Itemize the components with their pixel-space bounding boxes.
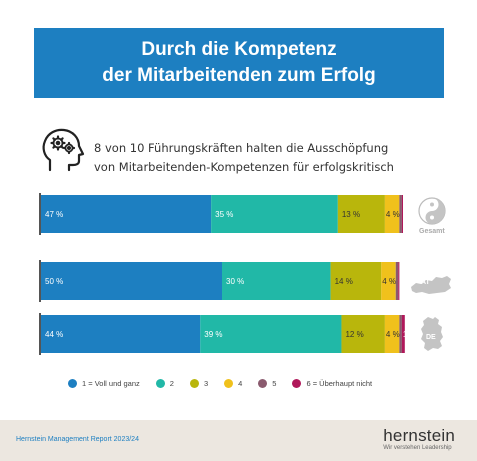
yin-yang-icon	[418, 197, 446, 225]
legend-swatch-2	[155, 378, 165, 388]
brand-tagline: Wir verstehen Leadership	[383, 445, 452, 451]
bar-segment-3-5	[399, 315, 402, 353]
legend-swatch-6	[292, 378, 302, 388]
bar-segment-2-5	[395, 262, 399, 300]
bar-segment-1-5	[399, 195, 402, 233]
bar-segment-3-1	[41, 315, 201, 353]
bar-label-2-2: 30 %	[226, 277, 244, 286]
legend-item-1: 1 = Voll und ganz	[68, 378, 140, 388]
title-banner: Durch die Kompetenz der Mitarbeitenden z…	[34, 28, 444, 98]
bar-segment-3-3	[341, 315, 385, 353]
bar-segment-2-4	[381, 262, 396, 300]
row-axis-tick-3	[39, 313, 41, 355]
footer: Hernstein Management Report 2023/24 hern…	[0, 420, 477, 461]
legend-swatch-5	[258, 378, 268, 388]
legend-item-4: 4	[224, 378, 243, 388]
bar-segment-1-2	[211, 195, 338, 233]
legend-swatch-3	[189, 378, 199, 388]
stacked-bar-chart: 47 % 35 % 13 % 4 %50 % 30 % 14 % 4 %44 % 39 % 12…	[39, 193, 408, 355]
legend-label-2: 2	[169, 378, 174, 388]
legend-item-6: 6 = Überhaupt nicht	[292, 378, 373, 388]
legend-swatch-1	[68, 378, 77, 388]
bar-segment-2-6	[398, 262, 400, 300]
bar-segment-2-3	[330, 262, 382, 300]
headline-line-2: von Mitarbeitenden-Kompetenzen für erfol…	[94, 160, 394, 174]
legend-item-2: 2	[155, 378, 174, 388]
headline-line-1: 8 von 10 Führungskräften halten die Auss…	[94, 141, 389, 155]
bar-segment-3-4	[384, 315, 400, 353]
legend-label-3: 3	[203, 378, 209, 388]
legend: 1 = Voll und ganz 2 3 4 5 6 = Überhaupt …	[68, 376, 388, 390]
brand-name: hernstein	[383, 426, 455, 445]
bar-label-3-2: 39 %	[204, 330, 222, 339]
austria-map-icon	[411, 276, 451, 294]
bar-label-3-3: 12 %	[345, 330, 363, 339]
bar-segment-1-6	[401, 195, 403, 233]
row-axis-tick-1	[39, 193, 41, 235]
title-line-1: Durch die Kompetenz	[141, 39, 337, 60]
bar-label-3-1: 44 %	[45, 330, 63, 339]
bar-label-3-4: 4 %	[386, 330, 400, 339]
bar-segment-1-1	[41, 195, 212, 233]
germany-map-icon	[421, 317, 443, 351]
legend-label-4: 4	[238, 378, 243, 388]
title-line-2: der Mitarbeitenden zum Erfolg	[102, 65, 376, 86]
bar-label-2-4: 4 %	[382, 277, 396, 286]
bar-segment-3-6	[401, 315, 405, 353]
region-label-de: DE	[426, 334, 436, 341]
report-name: Hernstein Management Report 2023/24	[16, 436, 139, 443]
bar-segment-3-2	[200, 315, 342, 353]
legend-swatch-4	[224, 378, 234, 388]
region-label-at: AT	[421, 279, 430, 286]
legend-item-5: 5	[258, 378, 277, 388]
bar-label-1-4: 4 %	[386, 210, 400, 219]
region-label-gesamt: Gesamt	[419, 228, 445, 235]
head-gears-icon	[42, 128, 85, 172]
headline: 8 von 10 Führungskräften halten die Auss…	[94, 139, 464, 177]
bar-segment-1-4	[384, 195, 400, 233]
bar-label-2-3: 14 %	[335, 277, 353, 286]
legend-item-3: 3	[189, 378, 209, 388]
bar-label-1-2: 35 %	[215, 210, 233, 219]
bar-label-2-1: 50 %	[45, 277, 63, 286]
bar-segment-2-2	[222, 262, 331, 300]
legend-label-6: 6 = Überhaupt nicht	[306, 378, 373, 388]
brand-logo: hernstein Wir verstehen Leadership	[383, 426, 455, 451]
row-axis-tick-2	[39, 260, 41, 302]
bar-label-1-3: 13 %	[342, 210, 360, 219]
legend-label-1: 1 = Voll und ganz	[82, 378, 140, 388]
bar-segment-1-3	[337, 195, 385, 233]
bar-label-3-6: 1	[403, 330, 408, 339]
legend-label-5: 5	[272, 378, 277, 388]
bar-segment-2-1	[41, 262, 222, 300]
bar-label-1-1: 47 %	[45, 210, 63, 219]
